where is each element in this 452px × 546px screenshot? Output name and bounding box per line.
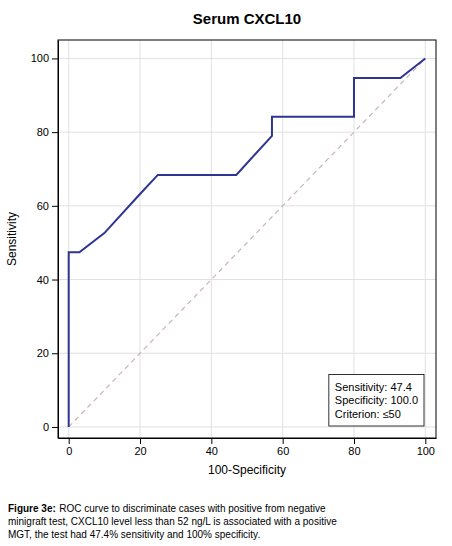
grid-line-y xyxy=(58,205,436,206)
annotation-line: Specificity: 100.0 xyxy=(335,394,418,406)
annotation-text: Sensitivity: 47.4Specificity: 100.0 Crite… xyxy=(335,381,418,421)
line-series xyxy=(69,58,426,427)
y-tick: 100 xyxy=(31,52,58,64)
x-tick: 40 xyxy=(206,438,218,457)
x-tick-label: 60 xyxy=(277,445,289,457)
grid-line-y xyxy=(58,426,436,427)
annotation-line: Sensitivity: 47.4 xyxy=(335,381,412,393)
x-tick-label: 100 xyxy=(417,445,435,457)
x-tick-mark xyxy=(354,438,355,444)
x-tick-label: 40 xyxy=(206,445,218,457)
x-tick-mark xyxy=(425,438,426,444)
x-tick: 100 xyxy=(417,438,435,457)
y-tick-mark xyxy=(52,353,58,354)
y-axis-label: Sensitivity xyxy=(5,212,19,266)
caption-line: MGT, the test had 47.4% sensitivity and … xyxy=(8,529,260,540)
x-tick-label: 80 xyxy=(348,445,360,457)
grid-line-y xyxy=(58,279,436,280)
y-axis: 0 20 40 60 80 100 xyxy=(31,41,59,439)
x-axis-label: 100-Specificity xyxy=(208,463,286,477)
y-tick: 80 xyxy=(37,126,58,138)
chart-title: Serum CXCL10 xyxy=(193,10,301,27)
marks xyxy=(69,58,426,427)
x-tick-label: 0 xyxy=(66,445,72,457)
y-tick-label: 60 xyxy=(37,200,49,212)
plot-frame xyxy=(58,40,436,438)
x-tick-mark xyxy=(283,438,284,444)
annotation: Sensitivity: 47.4Specificity: 100.0 Crite… xyxy=(329,375,424,427)
x-tick: 20 xyxy=(134,438,146,457)
x-tick-mark xyxy=(69,438,70,444)
caption-bold: Figure 3e: xyxy=(8,503,56,514)
grid-line-x xyxy=(425,40,426,438)
y-tick: 60 xyxy=(37,200,58,212)
y-tick-mark xyxy=(52,58,58,59)
grid-line-x xyxy=(140,40,141,438)
x-tick: 80 xyxy=(348,438,360,457)
x-tick: 60 xyxy=(277,438,289,457)
x-tick-label: 20 xyxy=(134,445,146,457)
y-tick-mark xyxy=(52,132,58,133)
y-tick-mark xyxy=(52,427,58,428)
caption: Figure 3e:ROC curve to discriminate case… xyxy=(8,503,337,540)
y-tick-label: 80 xyxy=(37,126,49,138)
grid-line-y xyxy=(58,132,436,133)
chart-svg: 0 20 40 60 80 100 0 20 40 60 80 100 Sensitivity: 47.… xyxy=(0,0,452,546)
x-tick-mark xyxy=(140,438,141,444)
grid-line-y xyxy=(58,353,436,354)
y-tick-label: 100 xyxy=(31,52,49,64)
grid-line-x xyxy=(211,40,212,438)
y-tick-label: 20 xyxy=(37,347,49,359)
x-tick: 0 xyxy=(66,438,72,457)
y-tick-label: 0 xyxy=(43,421,49,433)
grid-line-x xyxy=(282,40,283,438)
y-tick: 0 xyxy=(43,421,58,433)
grid xyxy=(58,40,436,438)
chart-container: 0 20 40 60 80 100 0 20 40 60 80 100 Sensitivity: 47.… xyxy=(0,0,452,546)
grid-line-y xyxy=(58,58,436,59)
annotation-line: Criterion: ≤50 xyxy=(335,408,401,420)
line-series xyxy=(69,58,426,427)
caption-line: minigraft test, CXCL10 level less than 5… xyxy=(8,516,337,527)
y-tick: 20 xyxy=(37,347,58,359)
x-tick-mark xyxy=(211,438,212,444)
caption-line: Figure 3e:ROC curve to discriminate case… xyxy=(8,503,326,514)
plot: 0 20 40 60 80 100 0 20 40 60 80 100 Sensitivity: 47.… xyxy=(31,40,437,457)
y-tick-mark xyxy=(52,280,58,281)
caption-text: ROC curve to discriminate cases with pos… xyxy=(59,503,326,514)
y-tick-label: 40 xyxy=(37,274,49,286)
x-axis: 0 20 40 60 80 100 xyxy=(59,438,437,457)
y-tick-mark xyxy=(52,206,58,207)
y-tick: 40 xyxy=(37,274,58,286)
annotation-box xyxy=(329,375,424,427)
